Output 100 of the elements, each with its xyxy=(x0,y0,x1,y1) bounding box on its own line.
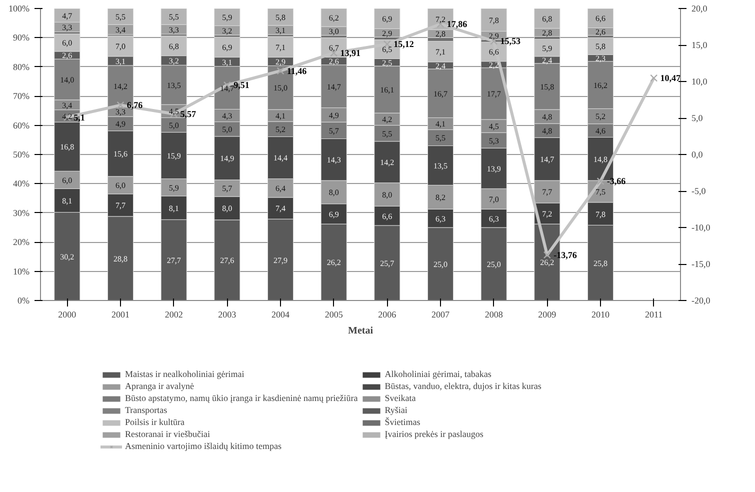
data-label: 27,9 xyxy=(274,256,288,265)
x-tick-label: 2008 xyxy=(484,310,504,320)
data-label: 6,76 xyxy=(126,100,144,110)
point xyxy=(276,67,284,75)
data-label: 6,8 xyxy=(542,14,552,24)
data-label: 25,8 xyxy=(594,258,608,268)
x-axis-title: Metai xyxy=(348,326,374,336)
x-tick-label: 2011 xyxy=(645,310,663,320)
legend-label: Įvairios prekės ir paslaugos xyxy=(384,429,484,439)
data-label: 5,5 xyxy=(382,129,392,138)
data-label: 4,8 xyxy=(542,126,552,136)
y2-tick-label: -15,0 xyxy=(692,259,711,269)
data-label: 15,53 xyxy=(500,36,521,46)
data-label: -3,66 xyxy=(606,176,626,186)
x-tick-label: 2005 xyxy=(324,310,344,320)
y-tick-label: 60% xyxy=(13,120,30,130)
data-label: 7,8 xyxy=(488,16,499,25)
legend-label: Sveikata xyxy=(384,393,416,403)
data-label: 7,7 xyxy=(542,188,552,197)
point xyxy=(116,101,124,109)
data-label: 4,9 xyxy=(328,110,339,120)
data-label: 4,1 xyxy=(276,112,286,121)
data-label: 3,1 xyxy=(276,26,286,35)
data-label: 2,8 xyxy=(542,28,552,38)
data-label: 17,86 xyxy=(446,19,468,30)
data-label: 3,3 xyxy=(168,25,179,34)
data-label: 10,47 xyxy=(660,73,681,84)
data-label: 14,7 xyxy=(220,84,234,93)
data-label: 14,4 xyxy=(274,154,288,163)
data-label: 6,0 xyxy=(116,181,126,190)
data-label: 6,9 xyxy=(328,210,339,219)
data-label: 2,4 xyxy=(542,56,552,65)
data-label: 7,5 xyxy=(596,187,606,196)
data-label: 13,5 xyxy=(434,161,448,170)
data-label: 6,4 xyxy=(276,184,286,194)
data-label: 26,2 xyxy=(326,258,341,268)
data-label: 17,7 xyxy=(486,90,501,99)
x-tick-label: 2009 xyxy=(538,310,557,320)
data-label: 27,7 xyxy=(166,256,181,266)
legend-label: Švietimas xyxy=(384,417,420,427)
data-label: 11,46 xyxy=(286,66,308,76)
data-label: 3,2 xyxy=(168,56,179,66)
x-tick-label: 2000 xyxy=(58,310,77,320)
data-label: 2,2 xyxy=(488,60,499,70)
data-label: 5,1 xyxy=(74,112,86,122)
data-label: 14,0 xyxy=(60,75,74,84)
data-label: 7,7 xyxy=(116,201,126,210)
data-label: 4,9 xyxy=(116,120,126,129)
data-label: 6,8 xyxy=(168,42,179,51)
x-tick-label: 2002 xyxy=(164,310,183,320)
data-label: 4,5 xyxy=(168,107,179,116)
data-label: 5,5 xyxy=(168,12,179,22)
legend-label: Maistas ir nealkoholiniai gėrimai xyxy=(125,369,244,379)
x-tick-label: 2010 xyxy=(592,310,610,320)
data-label: 26,2 xyxy=(540,258,554,268)
data-label: 7,4 xyxy=(276,204,286,214)
legend-label: Ryšiai xyxy=(384,405,408,415)
data-label: 5,7 xyxy=(222,184,232,194)
point xyxy=(650,74,658,82)
data-label: 2,9 xyxy=(382,28,392,38)
y-tick-label: 0% xyxy=(18,296,30,306)
data-label: 16,8 xyxy=(60,142,74,152)
data-label: 4,7 xyxy=(62,11,72,20)
data-label: 5,5 xyxy=(116,12,126,22)
data-label: 7,8 xyxy=(596,210,606,219)
data-label: 3,1 xyxy=(222,58,232,67)
y-tick-label: 10% xyxy=(13,266,30,276)
data-label: 6,2 xyxy=(328,14,339,23)
data-label: 2,5 xyxy=(382,58,392,68)
data-label: 5,9 xyxy=(222,13,232,22)
data-label: 7,2 xyxy=(542,209,552,218)
data-label: 9,51 xyxy=(234,80,250,90)
data-label: 15,6 xyxy=(114,150,128,159)
data-label: 4,1 xyxy=(436,120,446,129)
data-label: 6,3 xyxy=(436,214,446,224)
data-label: 13,9 xyxy=(486,164,501,174)
data-label: 27,6 xyxy=(220,256,234,266)
data-label: 5,8 xyxy=(596,42,606,52)
data-label: 14,7 xyxy=(326,82,341,92)
legend-label: Būstas, vanduo, elektra, dujos ir kitas kuras xyxy=(384,381,542,391)
data-label: 4,2 xyxy=(382,115,392,124)
y-tick-label: 30% xyxy=(13,208,30,218)
data-label: 2,9 xyxy=(488,32,499,41)
data-label: 2,6 xyxy=(596,28,606,37)
data-label: 5,8 xyxy=(276,12,286,22)
legend-label: Transportas xyxy=(125,405,168,415)
y-tick-label: 100% xyxy=(8,4,30,14)
data-label: 5,9 xyxy=(542,44,552,53)
data-label: 6,0 xyxy=(62,38,72,48)
data-label: 6,3 xyxy=(488,214,499,224)
data-label: 3,3 xyxy=(116,108,126,117)
data-label: 7,2 xyxy=(436,15,446,24)
data-label: 4,3 xyxy=(222,112,232,121)
data-label: 6,7 xyxy=(328,43,339,52)
data-label: 2,6 xyxy=(328,57,339,66)
y2-tick-label: 10,0 xyxy=(692,76,708,86)
legend-label: Apranga ir avalynė xyxy=(125,381,194,391)
data-label: 15,8 xyxy=(540,82,554,92)
data-label: 3,0 xyxy=(328,26,339,36)
data-label: 2,8 xyxy=(436,30,446,39)
